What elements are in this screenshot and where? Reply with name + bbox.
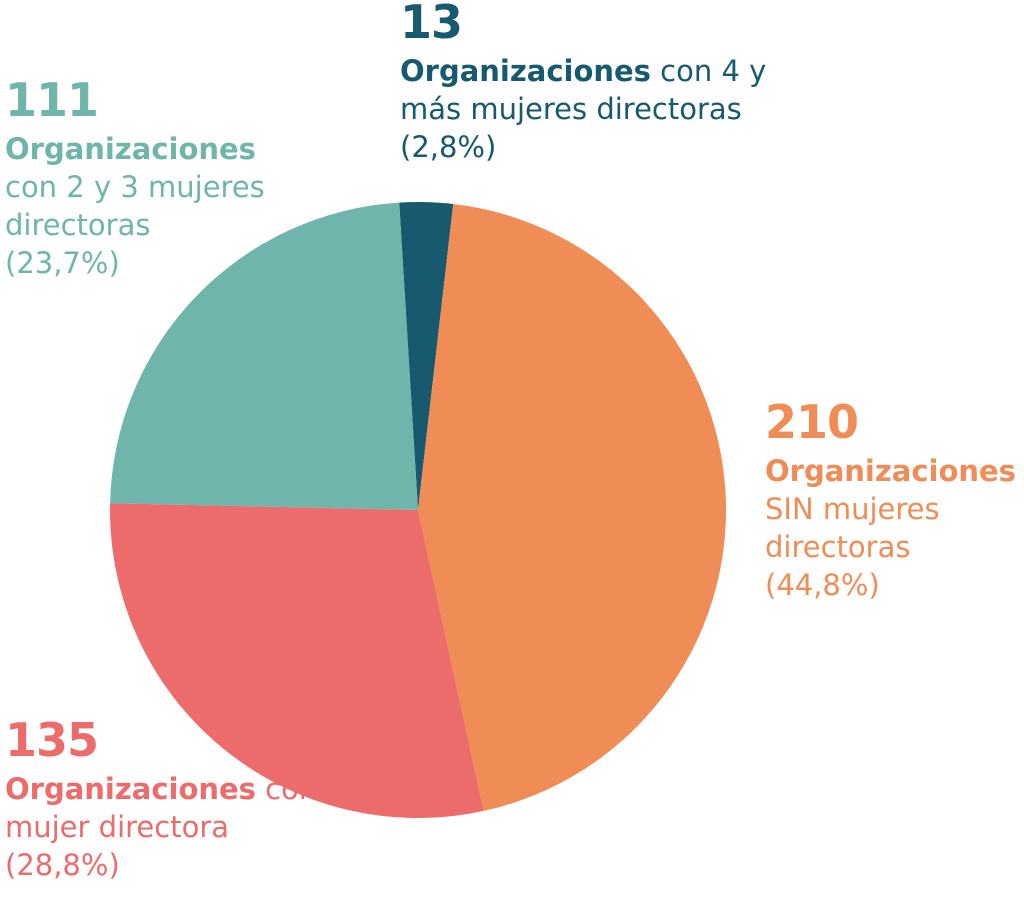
category-head: Organizaciones (400, 54, 651, 88)
category-label: Organizaciones SIN mujeres directoras (765, 452, 1024, 566)
category-text: SIN mujeres directoras (765, 492, 940, 564)
pie-slice (399, 202, 454, 510)
count-label: 111 (5, 73, 99, 127)
pie-slice (110, 202, 418, 511)
pie-slice (109, 503, 484, 818)
category-label: Organizaciones con 4 y más mujeres direc… (400, 52, 800, 128)
slice-label: 111 Organizaciones con 2 y 3 mujeres dire… (5, 76, 305, 282)
category-label: Organizaciones con 2 y 3 mujeres directo… (5, 130, 305, 244)
category-text: con 4 y más mujeres directoras (400, 54, 767, 126)
slice-label: 13 Organizaciones con 4 y más mujeres dir… (400, 0, 800, 166)
category-head: Organizaciones (5, 772, 256, 806)
count-label: 135 (5, 713, 99, 767)
category-head: Organizaciones (765, 454, 1016, 488)
pie-slice (418, 204, 727, 811)
category-text: con 1 mujer directora (5, 772, 345, 844)
count-label: 210 (765, 395, 859, 449)
category-text: con 2 y 3 mujeres directoras (5, 170, 265, 242)
count-label: 13 (400, 0, 463, 49)
percent-label: (23,7%) (5, 246, 120, 280)
category-head: Organizaciones (5, 132, 256, 166)
category-label: Organizaciones con 1 mujer directora (5, 770, 365, 846)
percent-label: (44,8%) (765, 568, 880, 602)
slice-label: 135 Organizaciones con 1 mujer directora(… (5, 716, 365, 884)
percent-label: (28,8%) (5, 848, 120, 882)
percent-label: (2,8%) (400, 130, 497, 164)
slice-label: 210 Organizaciones SIN mujeres directoras… (765, 398, 1024, 604)
